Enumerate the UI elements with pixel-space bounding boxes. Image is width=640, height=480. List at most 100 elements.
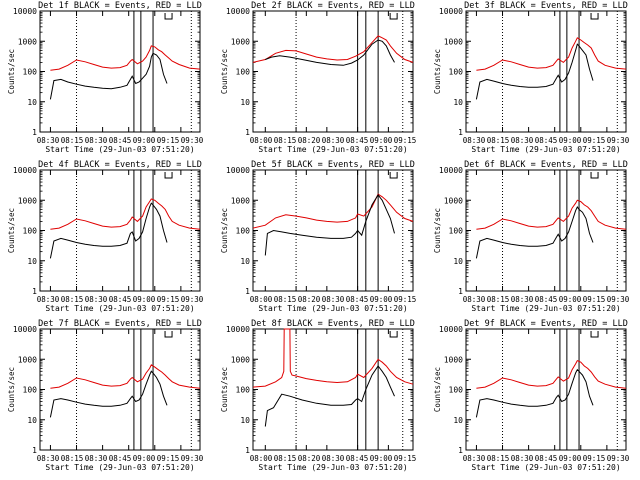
x-tick-label: 09:30 (181, 454, 204, 463)
panel-7: Det 7f BLACK = Events, RED = LLD 1 10 100 10… (7, 319, 204, 472)
y-tick-label: 100 (449, 68, 464, 77)
x-tick-label: 09:15 (157, 136, 180, 145)
y-tick-label: 100 (23, 227, 38, 236)
y-axis-label: Counts/sec (220, 208, 229, 253)
x-tick-label: 08:30 (511, 136, 534, 145)
y-tick-label: 1 (245, 446, 250, 455)
x-tick-label: 08:45 (346, 295, 369, 304)
x-tick-label: 09:15 (583, 295, 606, 304)
plot-frame (39, 328, 201, 451)
panel-8: Det 8f BLACK = Events, RED = LLD 1 10 100 10… (220, 319, 416, 472)
x-tick-label: 08:30 (463, 295, 486, 304)
y-tick-label: 10 (453, 98, 463, 107)
y-tick-label: 10 (240, 257, 250, 266)
x-tick-label: 08:30 (322, 454, 345, 463)
x-axis-label: Start Time (29-Jun-03 07:51:20) (471, 463, 620, 472)
y-tick-label: 10 (240, 98, 250, 107)
x-tick-label: 08:20 (298, 295, 321, 304)
y-tick-label: 1 (32, 287, 37, 296)
x-tick-label: 08:30 (85, 454, 108, 463)
x-tick-label: 08:45 (535, 454, 558, 463)
y-axis-label: Counts/sec (433, 49, 442, 94)
x-tick-label: 08:15 (274, 136, 297, 145)
panel-1: Det 1f BLACK = Events, RED = LLD 1 10 100 10… (7, 1, 204, 154)
x-tick-label: 09:00 (133, 295, 156, 304)
x-tick-label: 09:30 (181, 136, 204, 145)
x-tick-label: 08:15 (61, 454, 84, 463)
x-tick-label: 08:45 (109, 136, 132, 145)
x-tick-label: 08:30 (37, 136, 60, 145)
plot-frame (465, 328, 627, 451)
x-tick-label: 09:30 (607, 136, 630, 145)
x-tick-label: 08:15 (487, 136, 510, 145)
x-axis-label: Start Time (29-Jun-03 07:51:20) (258, 304, 407, 313)
x-tick-label: 08:45 (346, 454, 369, 463)
interval-bracket (590, 13, 599, 20)
y-tick-label: 1 (458, 446, 463, 455)
x-axis-label: Start Time (29-Jun-03 07:51:20) (471, 145, 620, 154)
plot-frame (252, 169, 414, 292)
x-tick-label: 08:00 (250, 136, 273, 145)
interval-bracket (164, 172, 173, 179)
x-tick-label: 09:15 (583, 136, 606, 145)
interval-bracket (164, 331, 173, 338)
lld-series-line (50, 364, 201, 389)
x-tick-label: 09:00 (559, 136, 582, 145)
x-tick-label: 09:15 (157, 454, 180, 463)
y-tick-label: 10 (240, 416, 250, 425)
x-tick-label: 09:15 (157, 295, 180, 304)
x-axis-label: Start Time (29-Jun-03 07:51:20) (471, 304, 620, 313)
x-tick-label: 08:30 (511, 454, 534, 463)
x-tick-label: 09:30 (607, 454, 630, 463)
x-tick-label: 08:45 (109, 454, 132, 463)
y-axis-label: Counts/sec (7, 208, 16, 253)
x-tick-label: 08:45 (346, 136, 369, 145)
y-tick-label: 10000 (226, 7, 250, 16)
lld-series-line (476, 37, 627, 71)
x-axis-label: Start Time (29-Jun-03 07:51:20) (45, 463, 194, 472)
x-axis-label: Start Time (29-Jun-03 07:51:20) (258, 145, 407, 154)
x-tick-label: 09:15 (394, 454, 417, 463)
x-tick-label: 08:15 (487, 295, 510, 304)
events-series-line (264, 365, 395, 427)
events-series-line (475, 206, 594, 259)
interval-bracket (389, 331, 398, 338)
y-tick-label: 1000 (18, 355, 37, 364)
x-tick-label: 08:45 (109, 295, 132, 304)
x-tick-label: 08:15 (274, 295, 297, 304)
y-tick-label: 1000 (18, 196, 37, 205)
y-tick-label: 1 (32, 446, 37, 455)
y-tick-label: 100 (236, 386, 251, 395)
y-tick-label: 10 (453, 416, 463, 425)
y-tick-label: 10000 (13, 325, 37, 334)
plot-frame (465, 10, 627, 133)
x-tick-label: 09:15 (394, 136, 417, 145)
y-tick-label: 10000 (439, 7, 463, 16)
x-tick-label: 08:30 (463, 454, 486, 463)
y-axis-label: Counts/sec (7, 49, 16, 94)
plot-frame (39, 169, 201, 292)
x-tick-label: 09:15 (394, 295, 417, 304)
panel-3: Det 3f BLACK = Events, RED = LLD 1 10 100 10… (433, 1, 630, 154)
y-tick-label: 10000 (13, 7, 37, 16)
lld-series-line (50, 45, 201, 71)
panel-2: Det 2f BLACK = Events, RED = LLD 1 10 100 10… (220, 1, 416, 154)
x-tick-label: 08:30 (85, 295, 108, 304)
x-tick-label: 09:00 (370, 295, 393, 304)
y-tick-label: 100 (449, 386, 464, 395)
y-tick-label: 10 (453, 257, 463, 266)
y-axis-label: Counts/sec (7, 367, 16, 412)
x-tick-label: 09:00 (370, 136, 393, 145)
interval-bracket (389, 172, 398, 179)
panel-title: Det 1f BLACK = Events, RED = LLD (38, 1, 202, 11)
lld-series-line (252, 193, 414, 229)
y-axis-label: Counts/sec (433, 208, 442, 253)
lld-series-line (252, 328, 414, 388)
lld-series-line (252, 35, 414, 63)
x-tick-label: 08:15 (274, 454, 297, 463)
x-axis-label: Start Time (29-Jun-03 07:51:20) (45, 145, 194, 154)
x-axis-label: Start Time (29-Jun-03 07:51:20) (45, 304, 194, 313)
x-axis-label: Start Time (29-Jun-03 07:51:20) (258, 463, 407, 472)
lld-series-line (476, 359, 627, 389)
y-tick-label: 10 (27, 257, 37, 266)
